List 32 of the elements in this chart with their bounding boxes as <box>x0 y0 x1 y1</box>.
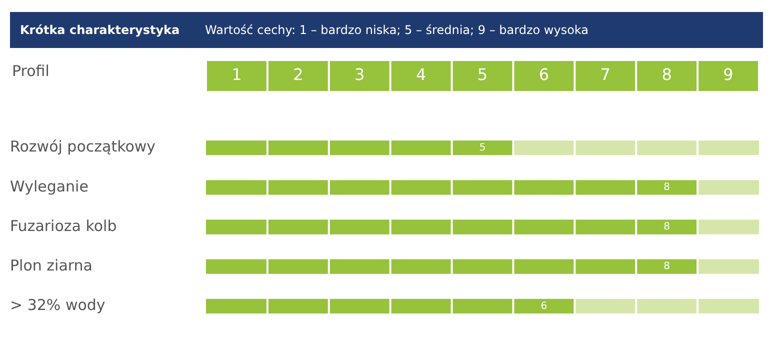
text: Krótka charakterystyka <box>20 23 181 37</box>
bar <box>206 259 698 274</box>
x-tick-label: 9 <box>723 65 734 84</box>
x-tick-label: 3 <box>354 65 365 84</box>
y-tick-label: > 32% wody <box>10 296 106 314</box>
x-tick-label: 7 <box>600 65 610 84</box>
bar <box>574 298 759 314</box>
bar <box>206 180 698 195</box>
bar <box>206 140 514 156</box>
x-axis-title: Profil <box>12 62 50 80</box>
data-label: 8 <box>664 261 670 272</box>
x-tick-label: 8 <box>662 65 672 84</box>
bar <box>206 298 575 314</box>
x-tick-label: 4 <box>416 65 426 84</box>
x-tick-label: 1 <box>232 65 242 84</box>
y-tick-label: Plon ziarna <box>10 256 92 274</box>
bar <box>206 220 698 234</box>
x-tick-label: 5 <box>477 65 488 84</box>
y-tick-label: Wyleganie <box>10 177 88 196</box>
bar <box>697 259 759 274</box>
chart-subtitle: Wartość cechy: 1 – bardzo niska; 5 – średnia; 9 – bardzo wysoka <box>205 23 589 37</box>
data-label: 8 <box>664 182 670 193</box>
x-tick-label: 6 <box>538 65 550 84</box>
data-label: 8 <box>664 222 670 233</box>
bar <box>697 180 759 195</box>
x-tick-label: 2 <box>293 65 304 84</box>
y-tick-label: Fuzarioza kolb <box>10 216 117 235</box>
bar <box>512 140 759 156</box>
bar <box>697 220 759 234</box>
y-tick-label: Rozwój początkowy <box>10 138 156 156</box>
data-label: 5 <box>479 142 486 154</box>
data-label: 6 <box>540 300 548 312</box>
